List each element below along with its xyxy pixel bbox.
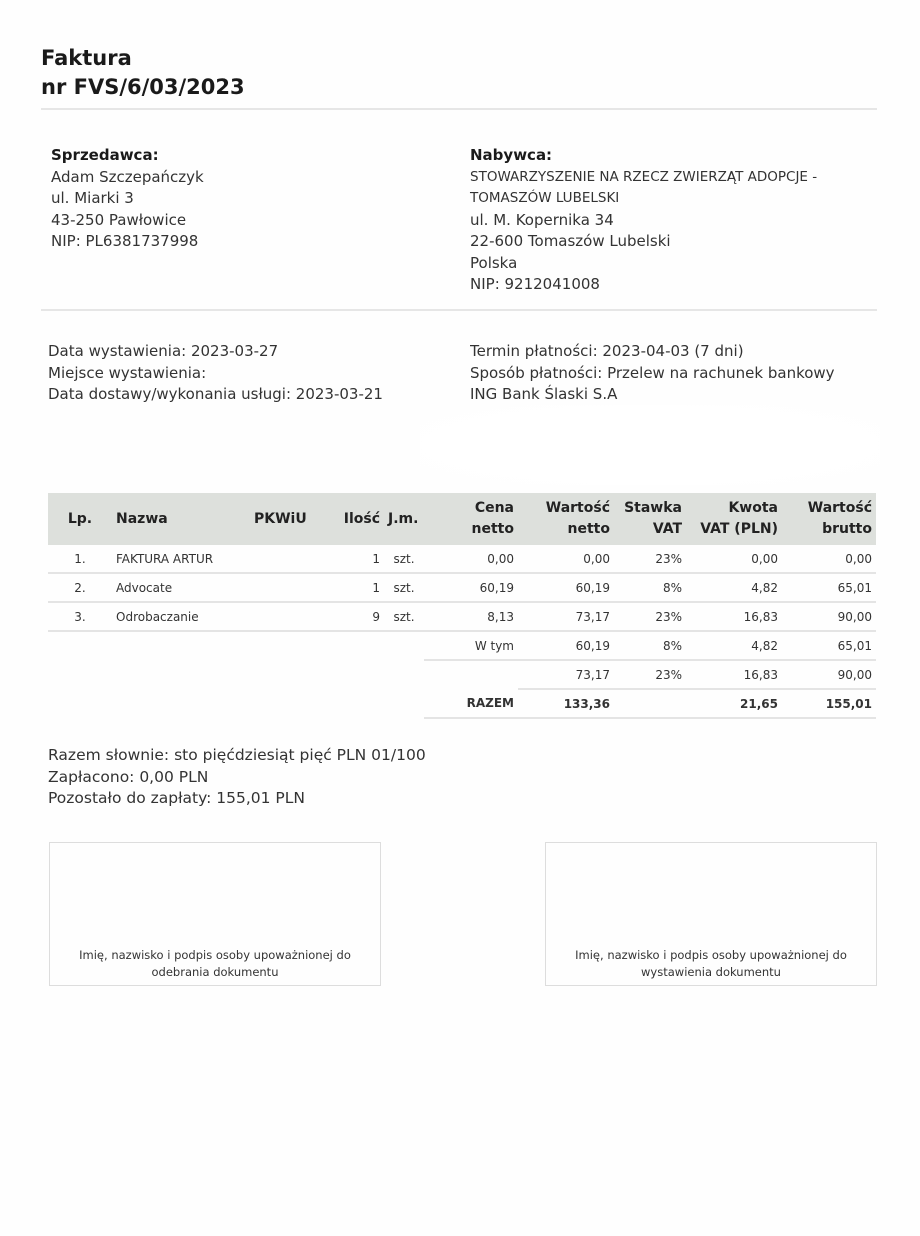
cell-pkwiu — [250, 545, 320, 574]
total-vat-amount: 21,65 — [686, 689, 782, 719]
invoice-number: nr FVS/6/03/2023 — [41, 75, 245, 99]
cell-vat-amount: 0,00 — [686, 545, 782, 574]
col-unit: J.m. — [384, 493, 424, 545]
cell-price: 60,19 — [424, 573, 518, 603]
col-lp: Lp. — [48, 493, 112, 545]
col-net: Wartość netto — [518, 493, 614, 545]
payment-block: Termin płatności: 2023-04-03 (7 dni) Spo… — [470, 341, 835, 399]
cell-vat: 8% — [614, 573, 686, 603]
cell-qty: 9 — [320, 602, 384, 632]
summary-label: W tym — [424, 631, 518, 661]
table-row: 1. FAKTURA ARTUR 1 szt. 0,00 0,00 23% 0,00 0,00 — [48, 545, 876, 574]
buyer-street: ul. M. Kopernika 34 — [470, 210, 614, 229]
seller-street: ul. Miarki 3 — [51, 189, 134, 207]
totals-block: Razem słownie: sto pięćdziesiąt pięć PLN… — [48, 745, 426, 810]
seller-name: Adam Szczepańczyk — [51, 167, 204, 186]
total-net: 133,36 — [518, 689, 614, 719]
cell-vat-amount: 16,83 — [686, 602, 782, 632]
cell-name: Advocate — [112, 573, 250, 603]
cell-vat-amount: 4,82 — [686, 573, 782, 603]
buyer-block: Nabywca: STOWARZYSZENIE NA RZECZ ZWIERZĄ… — [470, 145, 817, 296]
buyer-label: Nabywca: — [470, 146, 553, 164]
table-row: 2. Advocate 1 szt. 60,19 60,19 8% 4,82 65,01 — [48, 573, 876, 603]
cell-qty: 1 — [320, 545, 384, 574]
issue-place: Miejsce wystawienia: — [48, 363, 207, 382]
col-name: Nazwa — [112, 493, 250, 545]
items-table: Lp. Nazwa PKWiU Ilość J.m. Cena netto War… — [48, 493, 876, 719]
buyer-name: STOWARZYSZENIE NA RZECZ ZWIERZĄT ADOPCJE… — [470, 168, 818, 185]
summary-label — [424, 660, 518, 689]
dates-block: Data wystawienia: 2023-03-27 Miejsce wys… — [48, 341, 383, 406]
cell-gross: 90,00 — [782, 602, 876, 632]
cell-gross: 65,01 — [782, 573, 876, 603]
bank-name: ING Bank Śląski S.A — [470, 385, 618, 399]
cell-net: 73,17 — [518, 602, 614, 632]
cell-unit: szt. — [384, 602, 424, 632]
signature-box-receiver: Imię, nazwisko i podpis osoby upoważnion… — [49, 842, 381, 986]
summary-vat: 23% — [614, 660, 686, 690]
title-line: Faktura — [41, 46, 132, 70]
invoice-title: Faktura nr FVS/6/03/2023 — [41, 44, 245, 102]
cell-lp: 2. — [48, 573, 112, 603]
total-row: RAZEM 133,36 21,65 155,01 — [48, 689, 876, 719]
buyer-country: Polska — [470, 253, 518, 272]
cell-pkwiu — [250, 573, 320, 603]
cell-gross: 0,00 — [782, 545, 876, 574]
summary-gross: 65,01 — [782, 631, 876, 661]
cell-price: 8,13 — [424, 602, 518, 632]
col-vat-amount: Kwota VAT (PLN) — [686, 493, 782, 545]
signature-caption: Imię, nazwisko i podpis osoby upoważnion… — [575, 948, 847, 979]
total-label: RAZEM — [424, 689, 518, 719]
summary-row: W tym 60,19 8% 4,82 65,01 — [48, 631, 876, 661]
cell-unit: szt. — [384, 573, 424, 603]
col-qty: Ilość — [320, 493, 384, 545]
seller-label: Sprzedawca: — [51, 146, 159, 164]
col-price: Cena netto — [424, 493, 518, 545]
summary-row: 73,17 23% 16,83 90,00 — [48, 660, 876, 690]
amount-remaining: Pozostało do zapłaty: 155,01 PLN — [48, 789, 305, 807]
total-in-words: Razem słownie: sto pięćdziesiąt pięć PLN… — [48, 746, 426, 764]
table-row: 3. Odrobaczanie 9 szt. 8,13 73,17 23% 16,83 90,0… — [48, 602, 876, 632]
buyer-nip: NIP: 9212041008 — [470, 275, 600, 293]
signature-caption: Imię, nazwisko i podpis osoby upoważnion… — [79, 948, 351, 979]
payment-due: Termin płatności: 2023-04-03 (7 dni) — [470, 342, 744, 360]
buyer-name-cont: TOMASZÓW LUBELSKI — [470, 190, 620, 206]
delivery-date: Data dostawy/wykonania usługi: 2023-03-2… — [48, 385, 383, 403]
issue-date: Data wystawienia: 2023-03-27 — [48, 342, 279, 360]
cell-lp: 1. — [48, 545, 112, 574]
table-header: Lp. Nazwa PKWiU Ilość J.m. Cena netto War… — [48, 493, 876, 545]
cell-vat: 23% — [614, 545, 686, 574]
cell-net: 0,00 — [518, 545, 614, 574]
summary-gross: 90,00 — [782, 660, 876, 690]
seller-block: Sprzedawca: Adam Szczepańczyk ul. Miarki… — [51, 145, 204, 253]
summary-vat-amount: 16,83 — [686, 660, 782, 690]
cell-pkwiu — [250, 602, 320, 632]
cell-vat: 23% — [614, 602, 686, 632]
col-pkwiu: PKWiU — [250, 493, 320, 545]
seller-city: 43-250 Pawłowice — [51, 210, 187, 229]
amount-paid: Zapłacono: 0,00 PLN — [48, 767, 209, 786]
cell-net: 60,19 — [518, 573, 614, 603]
cell-lp: 3. — [48, 602, 112, 632]
divider — [41, 309, 877, 311]
divider — [41, 108, 877, 110]
cell-price: 0,00 — [424, 545, 518, 574]
summary-net: 73,17 — [518, 660, 614, 690]
col-gross: Wartość brutto — [782, 493, 876, 545]
summary-net: 60,19 — [518, 631, 614, 661]
seller-nip: NIP: PL6381737998 — [51, 232, 199, 250]
summary-vat-amount: 4,82 — [686, 631, 782, 661]
payment-method: Sposób płatności: Przelew na rachunek ba… — [470, 363, 835, 382]
buyer-city: 22-600 Tomaszów Lubelski — [470, 232, 671, 250]
obscured-area — [420, 405, 880, 485]
col-vat: Stawka VAT — [614, 493, 686, 545]
cell-name: FAKTURA ARTUR — [112, 545, 250, 574]
cell-qty: 1 — [320, 573, 384, 603]
total-gross: 155,01 — [782, 689, 876, 719]
cell-unit: szt. — [384, 545, 424, 574]
summary-vat: 8% — [614, 631, 686, 661]
cell-name: Odrobaczanie — [112, 602, 250, 632]
signature-box-issuer: Imię, nazwisko i podpis osoby upoważnion… — [545, 842, 877, 986]
